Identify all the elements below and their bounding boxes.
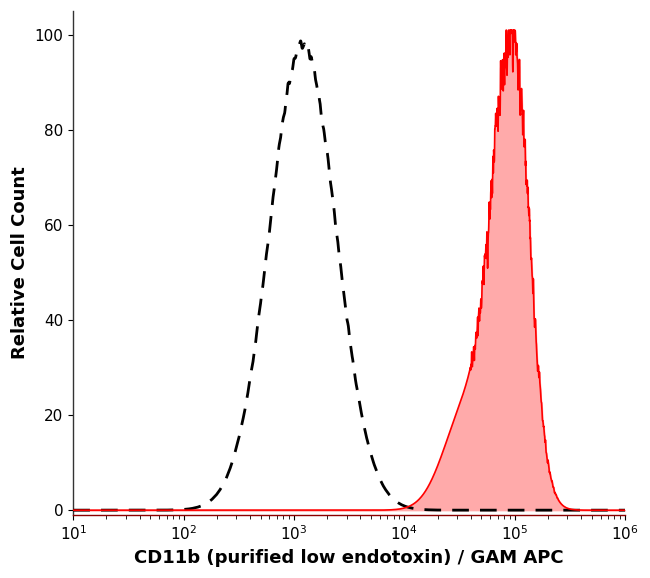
Y-axis label: Relative Cell Count: Relative Cell Count <box>11 166 29 360</box>
X-axis label: CD11b (purified low endotoxin) / GAM APC: CD11b (purified low endotoxin) / GAM APC <box>135 549 564 567</box>
